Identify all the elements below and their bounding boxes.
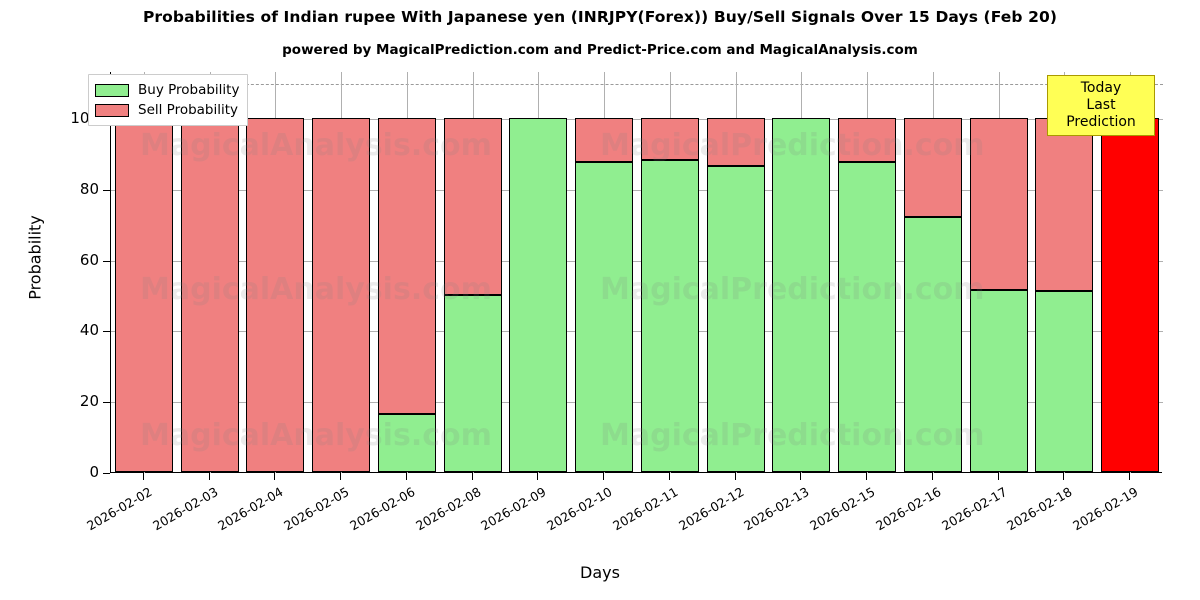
legend-label-buy: Buy Probability (138, 82, 240, 98)
bar-segment-sell-2026-02-18[interactable] (1035, 118, 1094, 292)
bar-2026-02-18[interactable] (1035, 71, 1094, 472)
y-tick-mark-80 (103, 189, 110, 191)
bar-2026-02-04[interactable] (246, 71, 305, 472)
bar-2026-02-17[interactable] (969, 71, 1028, 472)
chart-legend: Buy Probability Sell Probability (88, 74, 249, 126)
x-tick-mark-2026-02-13 (800, 473, 802, 480)
legend-swatch-buy-icon (95, 83, 129, 97)
bar-segment-sell-2026-02-08[interactable] (443, 118, 502, 295)
x-tick-mark-2026-02-16 (931, 473, 933, 480)
x-tick-mark-2026-02-03 (208, 473, 210, 480)
today-annotation-line1: Today (1080, 80, 1122, 96)
legend-label-sell: Sell Probability (138, 102, 239, 118)
x-tick-mark-2026-02-06 (405, 473, 407, 480)
bar-segment-buy-2026-02-13[interactable] (772, 118, 831, 472)
bar-segment-sell-2026-02-04[interactable] (246, 118, 305, 472)
y-axis-title: Probability (25, 215, 45, 300)
bar-segment-sell-2026-02-05[interactable] (312, 118, 371, 472)
bar-segment-sell-2026-02-17[interactable] (969, 118, 1028, 290)
bar-segment-buy-2026-02-09[interactable] (509, 118, 568, 472)
bar-2026-02-09[interactable] (509, 71, 568, 472)
bar-segment-sell-2026-02-12[interactable] (706, 118, 765, 166)
bar-2026-02-19[interactable] (1101, 71, 1160, 472)
x-tick-mark-2026-02-02 (142, 473, 144, 480)
bar-segment-today-2026-02-19[interactable] (1101, 118, 1160, 472)
bar-segment-sell-2026-02-03[interactable] (180, 118, 239, 472)
bar-segment-buy-2026-02-11[interactable] (640, 160, 699, 472)
x-tick-mark-2026-02-04 (274, 473, 276, 480)
y-tick-mark-0 (103, 473, 110, 474)
bar-segment-sell-2026-02-15[interactable] (838, 118, 897, 163)
chart-subtitle: powered by MagicalPrediction.com and Pre… (282, 42, 918, 58)
x-tick-mark-2026-02-09 (537, 473, 539, 480)
y-tick-label-0: 0 (89, 463, 99, 481)
bar-2026-02-16[interactable] (903, 71, 962, 472)
gridline-y-40 (111, 331, 1163, 333)
y-tick-label-80: 80 (79, 179, 99, 198)
bar-segment-sell-2026-02-10[interactable] (575, 118, 634, 163)
bar-2026-02-06[interactable] (377, 71, 436, 472)
x-axis-title: Days (580, 563, 620, 582)
gridline-y-80 (111, 189, 1163, 191)
x-tick-mark-2026-02-17 (997, 473, 999, 480)
bar-segment-buy-2026-02-06[interactable] (377, 413, 436, 472)
plot-area (110, 71, 1163, 473)
bar-segment-sell-2026-02-11[interactable] (640, 118, 699, 161)
x-tick-mark-2026-02-08 (471, 473, 473, 480)
bar-2026-02-13[interactable] (772, 71, 831, 472)
gridline-y-20 (111, 402, 1163, 404)
y-tick-label-60: 60 (79, 250, 99, 269)
bar-2026-02-12[interactable] (706, 71, 765, 472)
bar-2026-02-05[interactable] (312, 71, 371, 472)
bar-2026-02-15[interactable] (838, 71, 897, 472)
bar-2026-02-11[interactable] (640, 71, 699, 472)
legend-item-buy[interactable]: Buy Probability (95, 80, 239, 100)
y-tick-label-20: 20 (79, 392, 99, 411)
today-annotation: Today Last Prediction (1047, 75, 1155, 137)
x-tick-mark-2026-02-19 (1129, 473, 1131, 480)
x-tick-mark-2026-02-10 (603, 473, 605, 480)
bar-segment-buy-2026-02-12[interactable] (706, 165, 765, 472)
x-tick-mark-2026-02-15 (866, 473, 868, 480)
y-tick-mark-40 (103, 331, 110, 333)
gridline-y-60 (111, 260, 1163, 262)
today-annotation-line2: Last Prediction (1066, 96, 1136, 130)
y-tick-mark-20 (103, 402, 110, 404)
x-tick-mark-2026-02-11 (668, 473, 670, 480)
bar-segment-buy-2026-02-10[interactable] (575, 162, 634, 472)
legend-item-sell[interactable]: Sell Probability (95, 100, 239, 120)
y-tick-label-40: 40 (79, 321, 99, 340)
gridline-y-100 (111, 119, 1163, 120)
bar-segment-sell-2026-02-06[interactable] (377, 118, 436, 414)
bar-segment-buy-2026-02-18[interactable] (1035, 291, 1094, 472)
chart-title: Probabilities of Indian rupee With Japan… (142, 8, 1058, 26)
y-tick-mark-60 (103, 260, 110, 262)
bar-segment-sell-2026-02-02[interactable] (114, 118, 173, 472)
bar-2026-02-10[interactable] (575, 71, 634, 472)
bar-2026-02-03[interactable] (180, 71, 239, 472)
x-tick-mark-2026-02-18 (1063, 473, 1065, 480)
bar-segment-sell-2026-02-16[interactable] (903, 118, 962, 218)
bar-2026-02-08[interactable] (443, 71, 502, 472)
bar-segment-buy-2026-02-17[interactable] (969, 289, 1028, 472)
bar-segment-buy-2026-02-15[interactable] (838, 162, 897, 472)
x-tick-mark-2026-02-05 (340, 473, 342, 480)
bar-segment-buy-2026-02-16[interactable] (903, 217, 962, 472)
bar-segment-buy-2026-02-08[interactable] (443, 295, 502, 472)
bar-2026-02-02[interactable] (114, 71, 173, 472)
legend-swatch-sell-icon (95, 103, 129, 117)
reference-dashed-line (111, 83, 1163, 85)
x-tick-mark-2026-02-12 (734, 473, 736, 480)
